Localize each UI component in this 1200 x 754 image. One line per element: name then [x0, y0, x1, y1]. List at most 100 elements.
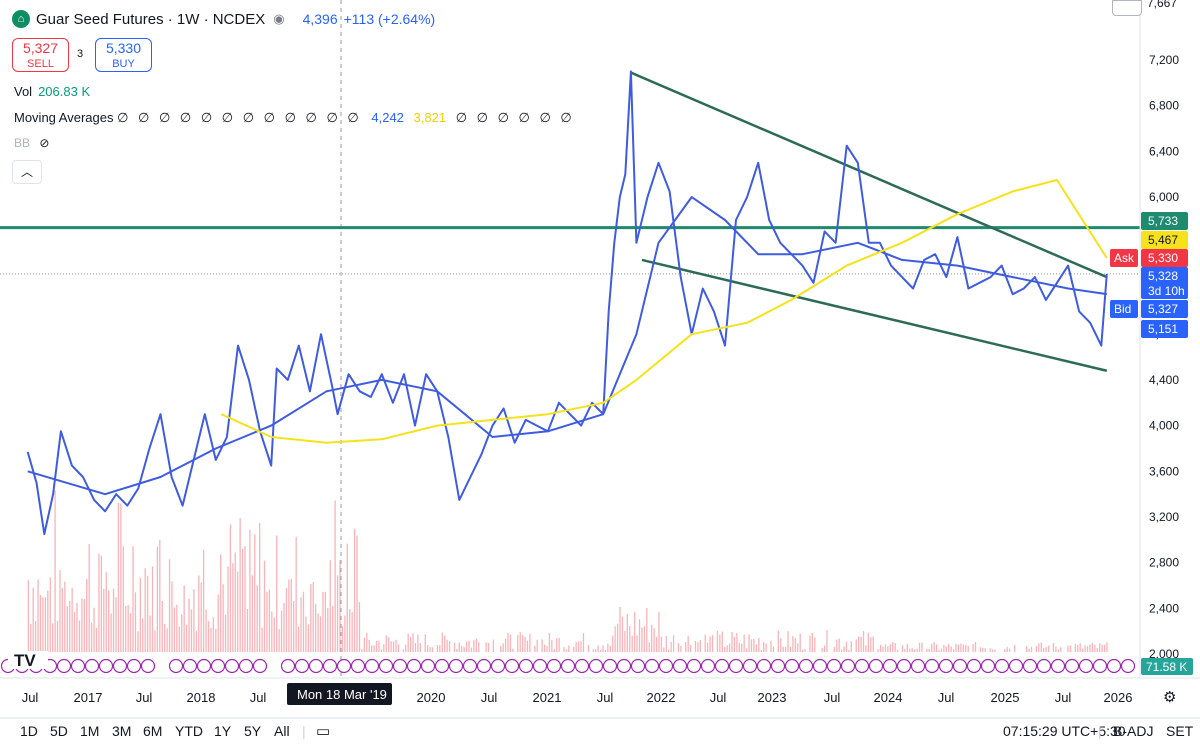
range-1m[interactable]: 1M — [80, 723, 100, 739]
clock[interactable]: 07:15:29 UTC+5:30 — [1003, 723, 1126, 739]
volume-bar — [621, 616, 624, 652]
x-tick-label: 2026 — [1104, 690, 1133, 705]
timeline-event-marker — [392, 658, 408, 674]
volume-bar — [115, 597, 117, 652]
volume-bar — [906, 644, 908, 652]
range-1y[interactable]: 1Y — [214, 723, 232, 739]
volume-bar — [507, 632, 509, 652]
range-6m[interactable]: 6M — [143, 723, 163, 739]
volume-bar — [651, 624, 653, 652]
sell-button[interactable]: 5,327 SELL — [12, 38, 69, 72]
x-tick-label: 2024 — [874, 690, 903, 705]
volume-bar — [526, 640, 529, 652]
moving-averages-legend[interactable]: Moving Averages ∅ ∅ ∅ ∅ ∅ ∅ ∅ ∅ ∅ ∅ ∅ ∅ … — [14, 110, 575, 126]
volume-bar — [789, 646, 792, 652]
timeline-event-marker — [182, 658, 198, 674]
volume-bar — [419, 643, 421, 652]
calendar-range-icon[interactable]: ▭ — [316, 723, 331, 740]
volume-bar — [719, 634, 721, 652]
range-ytd[interactable]: YTD — [175, 723, 203, 739]
range-3m[interactable]: 3M — [112, 723, 132, 739]
volume-bar — [1084, 645, 1086, 652]
volume-bar — [512, 648, 514, 652]
price-tag: Bid — [1114, 302, 1131, 316]
volume-bar — [911, 648, 913, 652]
volume-bar — [244, 546, 246, 652]
volume-bar — [921, 642, 923, 652]
gear-icon[interactable]: ⚙ — [1163, 689, 1177, 706]
b-adj-button[interactable]: B-ADJ — [1113, 723, 1154, 739]
volume-bar — [619, 606, 621, 652]
volume-bar — [787, 631, 789, 652]
volume-bar — [305, 616, 307, 652]
volume-bar — [392, 641, 395, 652]
volume-bar — [821, 647, 823, 652]
volume-legend[interactable]: Vol 206.83 K — [14, 84, 90, 99]
tradingview-logo-icon: TV — [14, 651, 36, 670]
volume-bar — [1047, 645, 1050, 652]
volume-bar — [638, 619, 641, 652]
volume-bar — [575, 642, 577, 652]
set-button[interactable]: SET — [1166, 723, 1194, 739]
collapse-legend-button[interactable]: ︿ — [12, 160, 42, 184]
volume-bar — [54, 490, 56, 652]
volume-bar — [485, 642, 487, 652]
volume-bar — [607, 643, 609, 652]
volume-bar — [1040, 642, 1042, 652]
volume-bar — [743, 634, 745, 652]
range-5y[interactable]: 5Y — [244, 723, 262, 739]
timeline-event-marker — [574, 658, 590, 674]
volume-bar — [770, 640, 772, 652]
volume-bar — [599, 649, 602, 652]
volume-bar — [110, 613, 112, 652]
timeline-event-marker — [238, 658, 254, 674]
eye-off-icon[interactable]: ⊘ — [39, 136, 50, 150]
symbol-title[interactable]: Guar Seed Futures · 1W · NCDEX — [36, 10, 266, 28]
timeline-event-marker — [140, 658, 156, 674]
volume-bar — [870, 637, 872, 652]
volume-bar — [882, 646, 884, 652]
volume-bar — [349, 609, 351, 652]
timeline-event-marker — [658, 658, 674, 674]
volume-bar — [271, 611, 273, 652]
range-all[interactable]: All — [274, 723, 290, 739]
volume-bar — [765, 643, 767, 652]
volume-bar — [616, 623, 619, 652]
volume-bar — [427, 645, 429, 652]
volume-bar — [181, 614, 183, 652]
volume-bar — [928, 648, 930, 652]
timeline-event-marker — [224, 658, 240, 674]
top-scale-button[interactable] — [1112, 0, 1142, 16]
volume-bar — [602, 645, 604, 652]
volume-bar — [1026, 646, 1028, 652]
volume-bar — [509, 634, 512, 652]
volume-bar — [933, 642, 935, 652]
volume-bar — [402, 649, 404, 652]
volume-bar — [631, 635, 633, 652]
volume-bar — [224, 614, 227, 652]
volume-bar — [965, 645, 967, 652]
eye-icon[interactable]: ◉ — [273, 11, 285, 26]
volume-bar — [504, 638, 507, 652]
moving-average-short-line — [27, 196, 1107, 496]
volume-bar — [597, 645, 599, 652]
volume-bar — [229, 524, 232, 652]
timeline-event-marker — [700, 658, 716, 674]
volume-bar — [633, 611, 636, 652]
volume-bar — [892, 642, 894, 652]
volume-bar — [687, 636, 689, 652]
volume-bar — [239, 518, 241, 652]
volume-bar — [439, 645, 441, 652]
timeline-event-marker — [644, 658, 660, 674]
volume-bar — [1038, 643, 1040, 652]
buy-button[interactable]: 5,330 BUY — [95, 38, 152, 72]
crosshair-date-bg — [287, 683, 392, 705]
range-1d[interactable]: 1D — [20, 723, 38, 739]
volume-bar — [1082, 648, 1084, 652]
volume-bar — [319, 616, 322, 652]
range-5d[interactable]: 5D — [50, 723, 68, 739]
volume-bar — [370, 645, 373, 652]
bb-legend[interactable]: BB ⊘ — [14, 136, 49, 150]
volume-bar — [750, 639, 753, 652]
